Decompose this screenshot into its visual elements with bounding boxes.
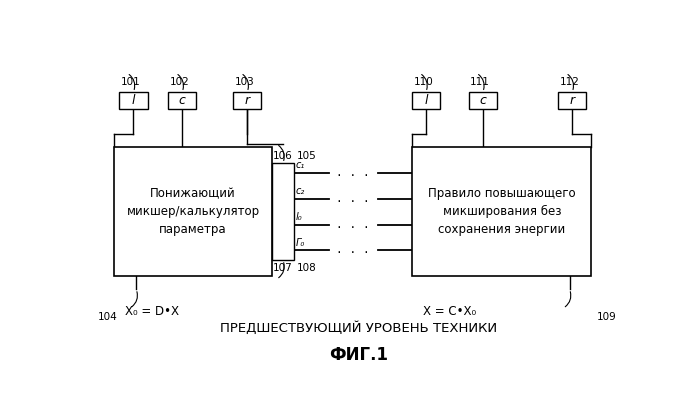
Bar: [115, 147, 271, 276]
Text: Правило повышающего
микширования без
сохранения энергии: Правило повышающего микширования без сох…: [428, 187, 575, 236]
Text: ПРЕДШЕСТВУЮЩИЙ УРОВЕНЬ ТЕХНИКИ: ПРЕДШЕСТВУЮЩИЙ УРОВЕНЬ ТЕХНИКИ: [219, 321, 497, 334]
Text: 109: 109: [597, 312, 617, 322]
Bar: [168, 92, 196, 109]
Text: 108: 108: [297, 263, 317, 273]
Text: 106: 106: [273, 150, 292, 160]
Text: ФИГ.1: ФИГ.1: [329, 346, 388, 364]
Text: 110: 110: [413, 78, 433, 88]
Text: . . .: . . .: [336, 194, 370, 204]
Bar: [412, 147, 591, 276]
Text: 111: 111: [470, 78, 490, 88]
Text: 102: 102: [170, 78, 189, 88]
Text: . . .: . . .: [336, 168, 370, 178]
Text: X = C•X₀: X = C•X₀: [424, 305, 477, 318]
Text: c: c: [179, 94, 186, 107]
Text: . . .: . . .: [336, 220, 370, 230]
Text: X₀ = D•X: X₀ = D•X: [125, 305, 180, 318]
Bar: [271, 163, 294, 260]
Text: Понижающий
микшер/калькулятор
параметра: Понижающий микшер/калькулятор параметра: [127, 187, 259, 236]
Text: l: l: [131, 94, 135, 107]
Text: Γ₀: Γ₀: [296, 238, 305, 248]
Text: 104: 104: [98, 312, 118, 322]
Text: 107: 107: [273, 263, 292, 273]
Text: . . .: . . .: [336, 245, 370, 255]
Text: l: l: [424, 94, 428, 107]
Text: 105: 105: [297, 150, 317, 160]
Bar: [120, 92, 147, 109]
Bar: [412, 92, 440, 109]
Bar: [233, 92, 261, 109]
Bar: [558, 92, 586, 109]
Text: 112: 112: [560, 78, 579, 88]
Text: 103: 103: [235, 78, 254, 88]
Text: l₀: l₀: [296, 212, 303, 222]
Bar: [469, 92, 497, 109]
Text: 101: 101: [121, 78, 140, 88]
Text: r: r: [245, 94, 250, 107]
Text: c₂: c₂: [296, 186, 305, 196]
Text: r: r: [570, 94, 575, 107]
Text: c: c: [480, 94, 487, 107]
Text: c₁: c₁: [296, 160, 305, 170]
